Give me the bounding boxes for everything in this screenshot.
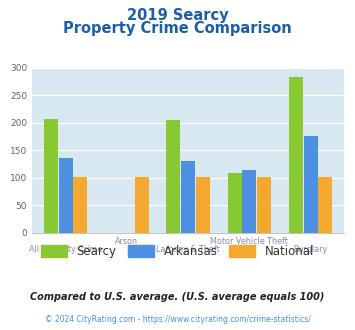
Text: Burglary: Burglary	[294, 245, 328, 254]
Text: Larceny & Theft: Larceny & Theft	[156, 245, 220, 254]
Bar	[289, 77, 303, 233]
Bar	[135, 177, 149, 233]
Text: Arson: Arson	[115, 237, 138, 246]
Bar	[228, 173, 242, 233]
Bar	[257, 177, 271, 233]
Text: Property Crime Comparison: Property Crime Comparison	[63, 21, 292, 36]
Bar	[196, 177, 210, 233]
Bar	[59, 158, 73, 233]
Text: All Property Crime: All Property Crime	[29, 245, 102, 254]
Text: © 2024 CityRating.com - https://www.cityrating.com/crime-statistics/: © 2024 CityRating.com - https://www.city…	[45, 315, 310, 324]
Bar	[166, 120, 180, 233]
Bar	[242, 170, 256, 233]
Bar	[44, 119, 58, 233]
Bar	[73, 177, 87, 233]
Text: Motor Vehicle Theft: Motor Vehicle Theft	[211, 237, 288, 246]
Bar	[318, 177, 332, 233]
Legend: Searcy, Arkansas, National: Searcy, Arkansas, National	[36, 241, 319, 263]
Text: 2019 Searcy: 2019 Searcy	[127, 8, 228, 23]
Bar	[304, 136, 318, 233]
Bar	[181, 161, 195, 233]
Text: Compared to U.S. average. (U.S. average equals 100): Compared to U.S. average. (U.S. average …	[30, 292, 325, 302]
